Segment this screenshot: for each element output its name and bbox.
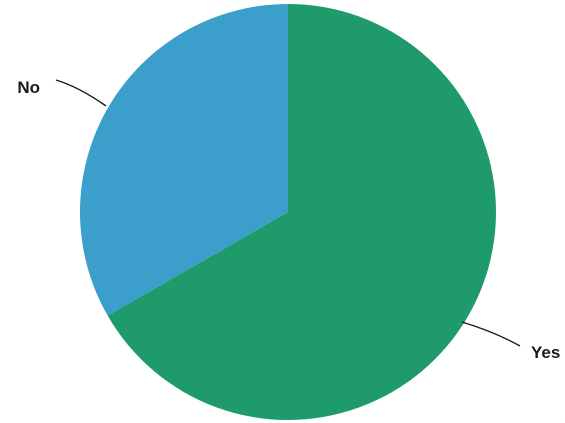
slice-label-yes: Yes bbox=[531, 343, 560, 362]
pie-slice-no bbox=[80, 4, 289, 316]
leader-line-yes bbox=[461, 321, 521, 347]
slice-labels: Yes No bbox=[17, 78, 560, 362]
slice-label-no: No bbox=[17, 78, 40, 97]
pie-slices bbox=[80, 4, 497, 420]
leader-line-no bbox=[55, 79, 107, 107]
pie-slice-yes bbox=[107, 4, 497, 420]
leader-lines bbox=[55, 79, 521, 347]
